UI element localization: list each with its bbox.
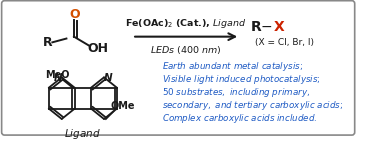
Text: O: O: [70, 8, 80, 21]
Text: OMe: OMe: [110, 101, 135, 111]
Text: Fe(OAc)$_2$ (Cat.), $\it{Ligand}$: Fe(OAc)$_2$ (Cat.), $\it{Ligand}$: [125, 17, 247, 30]
Text: R: R: [43, 36, 53, 49]
FancyBboxPatch shape: [2, 1, 355, 135]
Text: OH: OH: [87, 41, 108, 55]
Text: $\it{Visible\ light\ induced\ photocatalysis;}$: $\it{Visible\ light\ induced\ photocatal…: [162, 73, 321, 86]
Text: N: N: [54, 73, 62, 83]
Text: $\it{LEDs\ (400\ nm)}$: $\it{LEDs\ (400\ nm)}$: [150, 44, 222, 56]
Text: $\it{Complex\ carboxylic\ acids\ included.}$: $\it{Complex\ carboxylic\ acids\ include…: [162, 112, 318, 125]
Text: N: N: [104, 73, 112, 83]
Text: $\it{Earth\ abundant\ metal\ catalysis;}$: $\it{Earth\ abundant\ metal\ catalysis;}…: [162, 60, 303, 73]
Text: R$-$: R$-$: [250, 20, 273, 34]
Text: X: X: [274, 20, 285, 34]
Text: $\it{50\ substrates,\ including\ primary,}$: $\it{50\ substrates,\ including\ primary…: [162, 86, 310, 99]
Text: MeO: MeO: [46, 70, 70, 80]
Text: $\it{secondary,\ and\ tertiary\ carboxylic\ acids;}$: $\it{secondary,\ and\ tertiary\ carboxyl…: [162, 99, 344, 112]
Text: $\it{Ligand}$: $\it{Ligand}$: [65, 127, 101, 141]
Text: (X = Cl, Br, I): (X = Cl, Br, I): [255, 38, 314, 47]
